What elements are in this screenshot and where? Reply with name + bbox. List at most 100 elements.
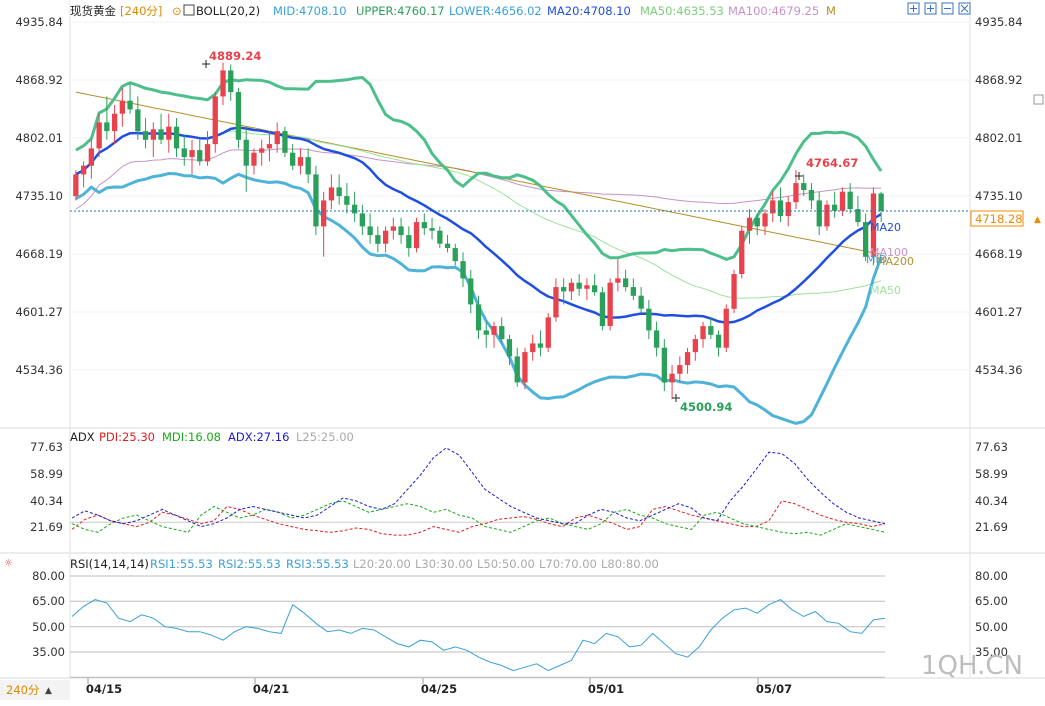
candle-body [615,278,621,283]
adx-value: ADX:27.16 [228,430,289,444]
candle-body [220,70,226,97]
candle-body [73,174,79,197]
rsi-tick-right: 80.00 [975,569,1008,583]
ma200-line-label: MA200 [876,255,914,268]
candle-body [731,274,737,309]
pdi-value: PDI:25.30 [99,430,155,444]
close-icon[interactable] [958,2,971,15]
rsi1-value: RSI1:55.53 [150,557,213,571]
price-tick-left: 4868.92 [15,73,63,87]
price-grid: 4935.84 4935.84 4868.92 4868.92 4802.01 4802.… [15,15,1022,377]
candle-body [553,287,559,318]
candle-body [785,202,791,216]
candle-body [119,100,125,114]
candle-body [762,213,768,227]
candle-body [684,352,691,366]
candle-body [839,191,846,211]
candle-body [437,230,443,244]
price-tick-left: 4735.10 [15,189,63,203]
rsi-tick-left: 80.00 [32,569,65,583]
candle-body [483,330,489,335]
candle-body [181,148,187,158]
candle-body [359,213,365,227]
x-axis-label: 04/25 [421,682,457,696]
candle-body [367,226,373,236]
candle-body [723,308,729,348]
adx-tick-right: 21.69 [975,520,1008,534]
move-icon[interactable] [907,2,920,15]
rsi-tick-left: 50.00 [32,620,65,634]
candle-body [375,235,381,244]
x-axis-labels: 04/15 04/21 04/25 05/01 05/07 [86,678,792,696]
candle-body [297,157,304,166]
candle-body [413,222,420,249]
price-tick-right: 4668.19 [975,247,1023,261]
candle-body [801,183,807,190]
candle-body [158,129,164,140]
candle-body [429,228,435,231]
mdi-value: MDI:16.08 [162,430,221,444]
candle-body [739,230,745,274]
rsi-l50: L50:50.00 [477,557,535,571]
price-tick-left: 4802.01 [15,131,63,145]
local-high-annotation: 4764.67 [806,156,858,170]
rsi-tick-right: 65.00 [975,594,1008,608]
zoom-in-icon[interactable] [924,2,937,15]
candle-body [870,193,877,257]
candle-body [251,152,257,166]
candle-body [623,278,629,288]
rsi-l80: L80:80.00 [601,557,659,571]
price-tick-left: 4935.84 [15,15,63,29]
candle-body [700,326,706,340]
candle-body [491,326,497,335]
zoom-out-icon[interactable] [941,2,954,15]
candle-body [514,356,520,383]
rsi-tick-right: 50.00 [975,620,1008,634]
panel-expand-icon[interactable] [1033,94,1044,105]
candle-body [638,295,644,309]
ma50-value: MA50:4635.53 [640,4,724,18]
price-tick-left: 4668.19 [15,247,63,261]
candle-body [715,334,722,348]
candle-body [127,100,133,110]
candle-body [576,282,582,289]
candle-body [173,126,180,149]
toolbar-controls [907,2,971,15]
symbol-title: 现货黄金 [70,4,116,18]
candle-body [266,144,273,149]
candle-body [537,343,544,348]
boll-mid-value: MID:4708.10 [273,4,347,18]
rsi2-value: RSI2:55.53 [218,557,281,571]
adx-tick-right: 58.99 [975,467,1008,481]
watermark: 1QH.CN [921,651,1023,681]
candle-body [390,226,396,231]
candle-body [135,109,141,132]
candle-body [847,191,853,209]
candle-body [607,282,613,326]
m-label: M [826,4,836,18]
adx-level-value: L25:25.00 [296,430,354,444]
candle-body [112,113,118,131]
candle-body [545,317,551,348]
adx-title: ADX [70,430,95,444]
candle-body [452,248,458,262]
candlesticks [73,62,884,399]
boll-label: BOLL(20,2) [196,4,260,18]
rsi-l70: L70:70.00 [539,557,597,571]
low-annotation: 4500.94 [680,400,732,414]
period-selector[interactable] [0,680,70,700]
rsi-settings-icon[interactable]: ☼ [4,558,13,569]
candle-body [708,326,714,335]
rsi3-value: RSI3:55.53 [286,557,349,571]
candle-body [328,187,335,201]
x-axis-label: 05/01 [588,682,624,696]
candle-body [421,222,427,229]
candle-body [506,339,513,357]
price-arrow-icon: ▲ [1034,215,1041,225]
settings-icon[interactable]: ⊙ [172,4,182,18]
candle-body [228,70,234,93]
indicator-icon[interactable] [183,4,195,16]
rsi-tick-left: 35.00 [32,645,65,659]
ma50-line-label: MA50 [870,284,901,297]
rsi-tick-left: 65.00 [32,594,65,608]
